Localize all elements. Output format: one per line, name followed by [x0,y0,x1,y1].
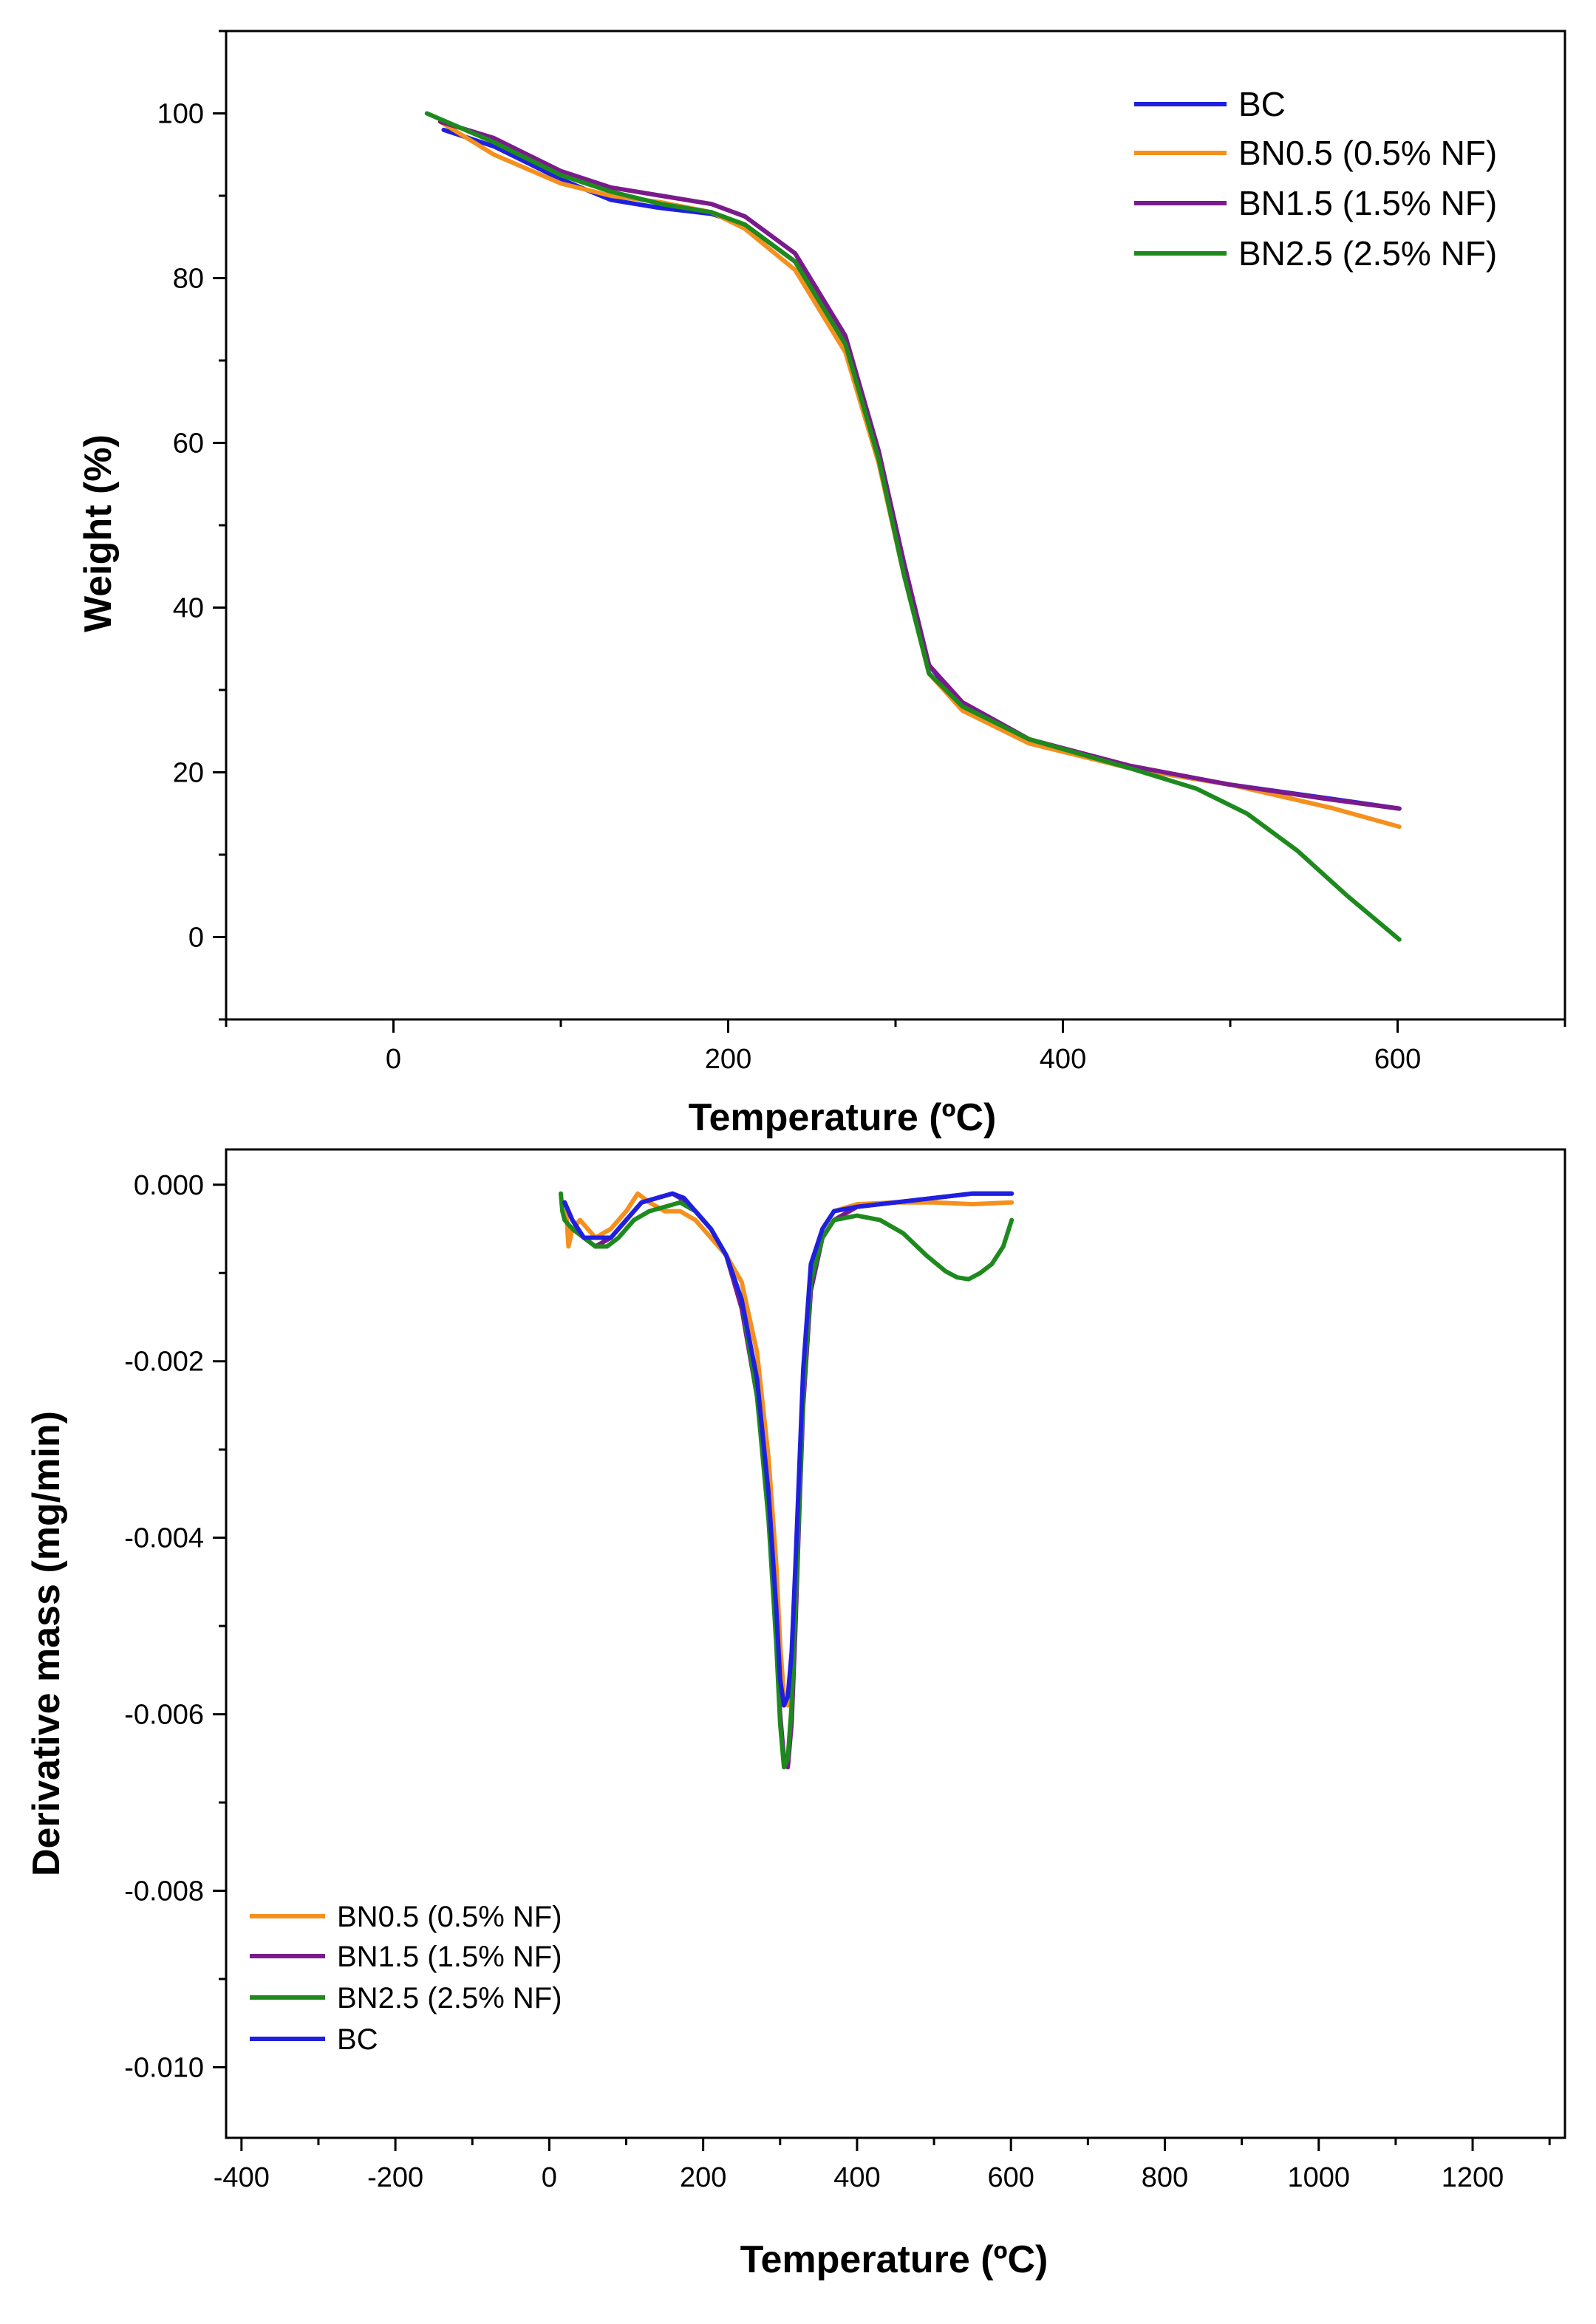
weight-y-tick-label: 0 [188,923,204,954]
derivative-x-tick-label: 1000 [1287,2162,1350,2193]
derivative-x-tick-label: 0 [542,2162,557,2193]
weight-y-tick-label: 60 [173,428,204,459]
weight-legend: BC BN0.5 (0.5% NF) BN1.5 (1.5% NF) BN2.5… [1134,85,1497,273]
derivative-y-axis-title: Derivative mass (mg/min) [25,1411,68,1876]
weight-axis-ticks: 0 200 400 600 0 20 40 60 80 100 [157,30,1566,1075]
weight-series-line-bn15 [437,119,1402,811]
weight-y-axis-title: Weight (%) [77,434,120,632]
weight-y-tick-label: 20 [173,758,204,789]
legend2-label-bn05: BN0.5 (0.5% NF) [337,1901,562,1933]
weight-x-tick-label: 200 [705,1044,751,1075]
derivative-legend: BN0.5 (0.5% NF) BN1.5 (1.5% NF) BN2.5 (2… [250,1901,562,2056]
derivative-y-tick-label: -0.002 [124,1347,204,1378]
derivative-y-tick-label: -0.010 [124,2052,204,2083]
derivative-x-tick-label: 600 [988,2162,1034,2193]
weight-x-tick-label: 400 [1040,1044,1086,1075]
weight-y-tick-label: 100 [157,99,204,130]
legend-label-bc: BC [1238,85,1286,123]
derivative-x-tick-label: 800 [1142,2162,1188,2193]
derivative-axis-ticks: -400 -200 0 200 400 600 800 1000 1200 0.000 -0.002… [124,1170,1551,2193]
weight-series-line-bn25 [424,111,1402,942]
derivative-series-line-bc [562,1191,1014,1708]
derivative-series-line-bn25 [559,1191,1014,1770]
derivative-y-tick-label: 0.000 [134,1170,204,1201]
derivative-chart: -400 -200 0 200 400 600 800 1000 1200 0.000 -0.002… [25,1148,1566,2281]
derivative-series [559,1191,1014,1770]
weight-x-axis-title: Temperature (ºC) [689,1096,997,1139]
legend2-label-bn25: BN2.5 (2.5% NF) [337,1982,562,2014]
legend2-label-bn15: BN1.5 (1.5% NF) [337,1941,562,1973]
derivative-x-tick-label: -200 [367,2162,423,2193]
legend-label-bn25: BN2.5 (2.5% NF) [1238,234,1497,273]
weight-series [424,111,1402,942]
legend2-label-bc: BC [337,2023,378,2056]
weight-x-tick-label: 600 [1374,1044,1421,1075]
derivative-x-axis-title: Temperature (ºC) [740,2238,1048,2281]
legend-label-bn15: BN1.5 (1.5% NF) [1238,184,1497,222]
legend-label-bn05: BN0.5 (0.5% NF) [1238,134,1497,172]
derivative-x-tick-label: 400 [833,2162,880,2193]
weight-y-tick-label: 40 [173,593,204,624]
derivative-x-tick-label: -400 [214,2162,270,2193]
derivative-y-tick-label: -0.008 [124,1876,204,1907]
weight-x-tick-label: 0 [386,1044,401,1075]
derivative-plot-frame [225,1148,1566,2139]
derivative-x-tick-label: 200 [680,2162,726,2193]
weight-y-tick-label: 80 [173,264,204,295]
derivative-y-tick-label: -0.006 [124,1700,204,1731]
derivative-x-tick-label: 1200 [1442,2162,1504,2193]
derivative-y-tick-label: -0.004 [124,1523,204,1554]
